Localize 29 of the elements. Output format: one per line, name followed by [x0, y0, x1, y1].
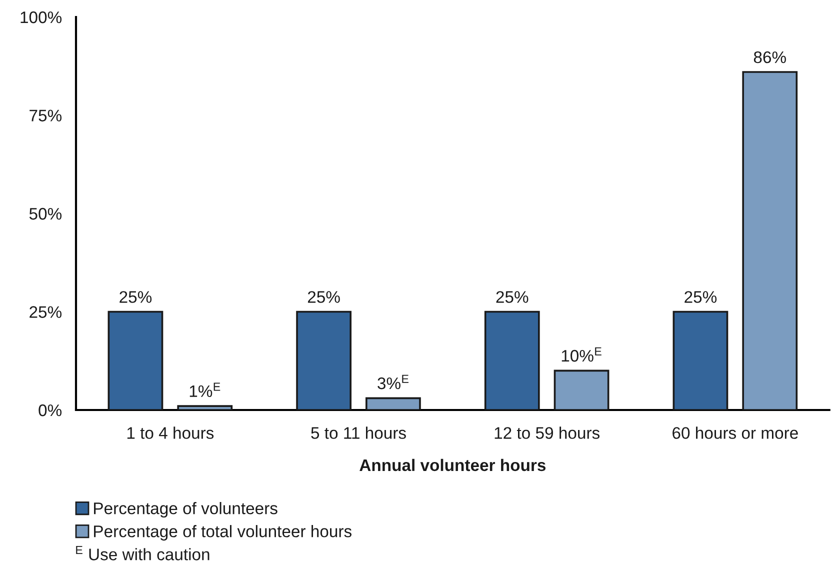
bar	[296, 310, 352, 410]
data-label: 25%	[308, 291, 340, 303]
bar	[108, 310, 164, 410]
y-tick-label: 75%	[30, 110, 62, 122]
y-tick-label: 0%	[38, 404, 62, 416]
data-label: 1%$^{E}$	[190, 382, 220, 398]
bar	[484, 310, 540, 410]
data-label: 10%$^{E}$	[562, 347, 602, 362]
x-axis-title: Annual volunteer hours	[360, 458, 546, 472]
x-tick-label: 60 hours or more	[672, 426, 798, 439]
y-tick-label: 50%	[29, 208, 62, 220]
legend-label: Percentage of volunteers	[94, 502, 278, 518]
legend-label: Percentage of total volunteer hours	[94, 525, 352, 541]
bar	[742, 71, 798, 410]
bar	[672, 310, 728, 410]
x-tick-label: 5 to 11 hours	[311, 426, 406, 439]
x-tick-label: 12 to 59 hours	[494, 426, 600, 439]
data-label: 25%	[120, 291, 152, 303]
data-label: 25%	[496, 291, 528, 303]
y-tick-label: 100%	[20, 11, 62, 24]
data-label: 86%	[754, 51, 786, 64]
text: $^{E}$ Use with caution	[76, 546, 210, 560]
bar	[554, 370, 610, 410]
data-label: 3%$^{E}$	[378, 374, 408, 390]
bar	[366, 397, 421, 410]
bar	[177, 405, 233, 410]
y-tick-label: 25%	[30, 306, 62, 318]
x-tick-label: 1 to 4 hours	[127, 426, 214, 439]
data-label: 25%	[684, 291, 717, 303]
